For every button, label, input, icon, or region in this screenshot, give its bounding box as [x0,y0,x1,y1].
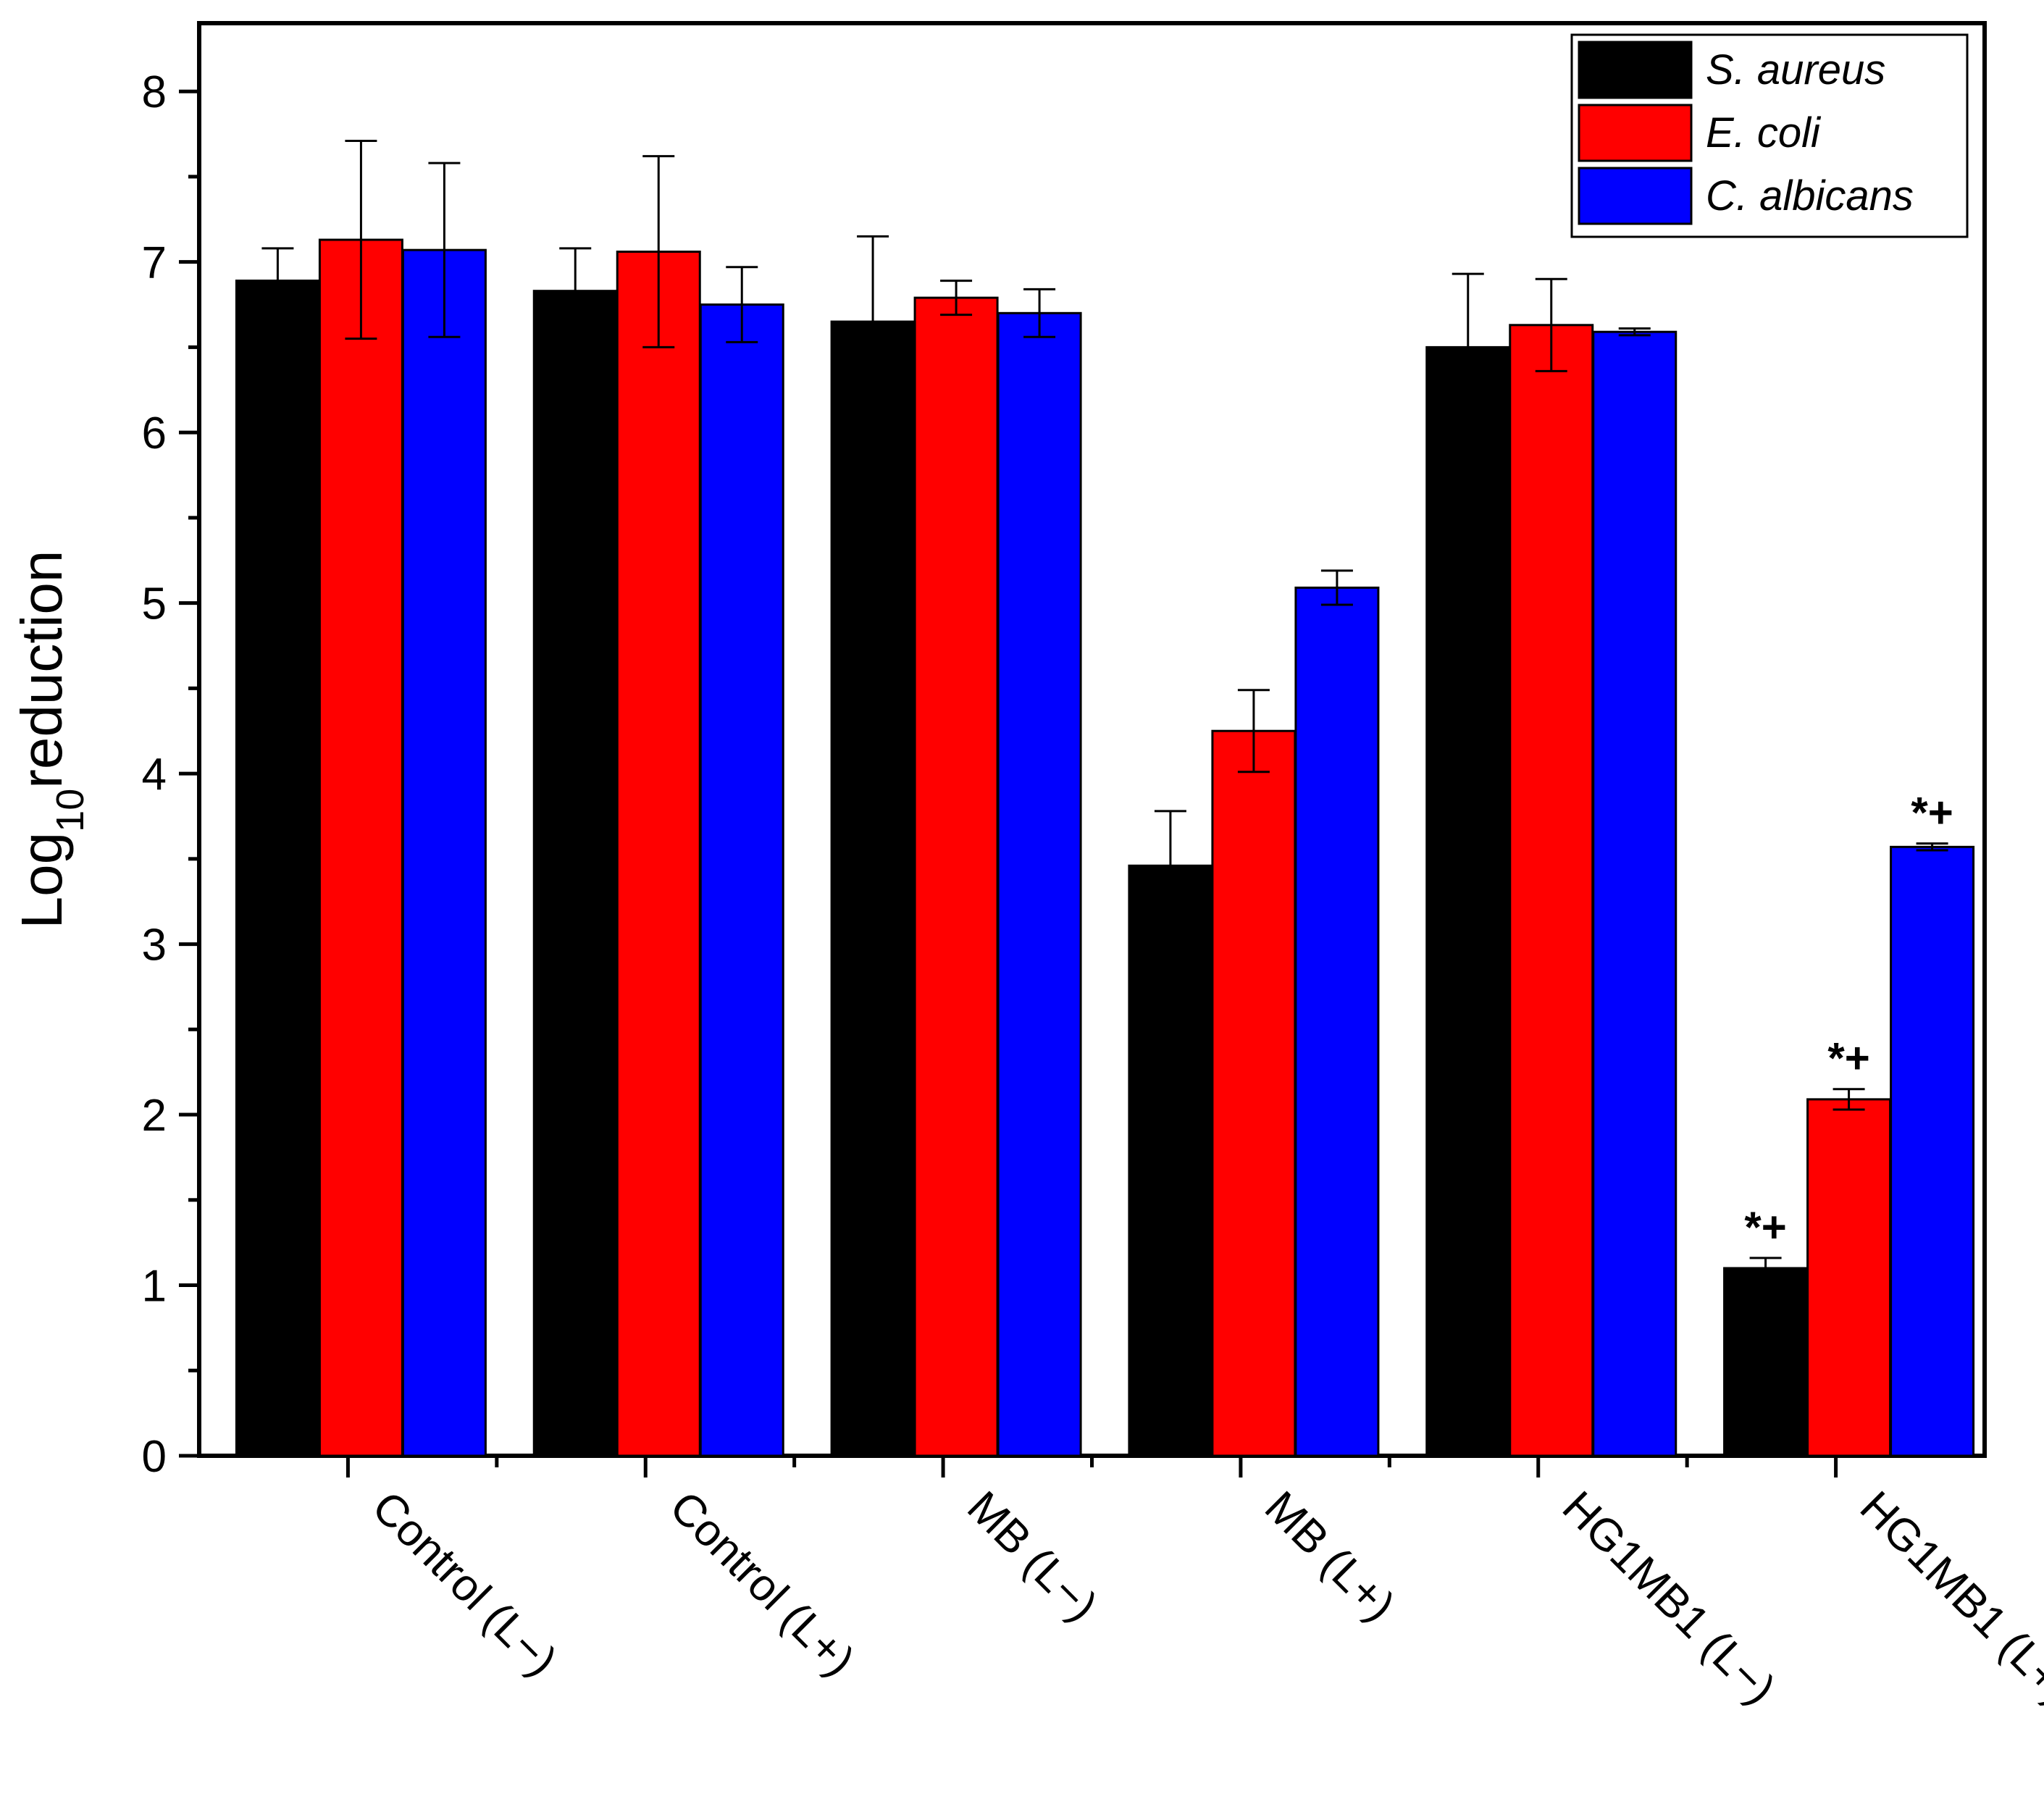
y-tick-label: 1 [142,1262,167,1312]
bar [1128,864,1213,1457]
y-axis: 0 1 2 3 4 5 6 7 8 [142,67,199,1482]
y-tick-label: 3 [142,921,167,971]
bar [830,320,916,1457]
bars-layer: *+ *+ *+ [235,139,1975,1457]
bar [699,303,784,1457]
bar [1509,324,1594,1457]
legend-label: E. coli [1706,109,1822,156]
bar [997,311,1082,1457]
y-axis-title-suffix: reduction [9,550,74,789]
x-category-label: Control (L+) [660,1482,863,1685]
y-tick-label: 4 [142,750,167,800]
y-tick-label: 8 [142,67,167,117]
y-tick-label: 2 [142,1091,167,1141]
bar [1592,330,1677,1457]
bar [401,248,487,1457]
bar [1211,729,1297,1457]
legend-label: S. aureus [1706,46,1885,93]
bar [532,290,618,1457]
y-tick-label: 7 [142,238,167,288]
x-category-label: MB (L+) [1255,1482,1404,1631]
y-tick-label: 5 [142,579,167,629]
bar [235,280,320,1457]
bar [1294,586,1380,1457]
legend-label: C. albicans [1706,172,1914,219]
bar [1806,1098,1892,1457]
legend-swatch [1578,167,1693,225]
x-category-label: HG1MB1 (L−) [1553,1482,1785,1714]
x-category-label: MB (L−) [958,1482,1107,1631]
bar [913,296,999,1457]
x-category-label: HG1MB1 (L+) [1851,1482,2044,1714]
bar [616,251,701,1457]
legend: S. aureus E. coli C. albicans [1570,33,1969,238]
y-axis-title-subscript: 10 [49,789,92,832]
significance-label: *+ [1911,789,1953,837]
legend-swatch [1578,41,1693,99]
significance-label: *+ [1744,1203,1786,1252]
bar [1425,345,1511,1457]
x-axis: Control (L−) Control (L+) MB (L−) MB (L+) HG… [345,1456,2044,1714]
y-tick-label: 0 [142,1432,167,1482]
y-axis-title-main: Log [9,832,74,929]
bar [1890,845,1975,1457]
significance-label: *+ [1827,1034,1869,1083]
bar [318,238,403,1457]
y-axis-title: Log10reduction [9,550,92,929]
legend-swatch [1578,104,1693,162]
x-category-label: Control (L−) [363,1482,566,1685]
bar [1723,1267,1809,1457]
y-tick-label: 6 [142,408,167,458]
